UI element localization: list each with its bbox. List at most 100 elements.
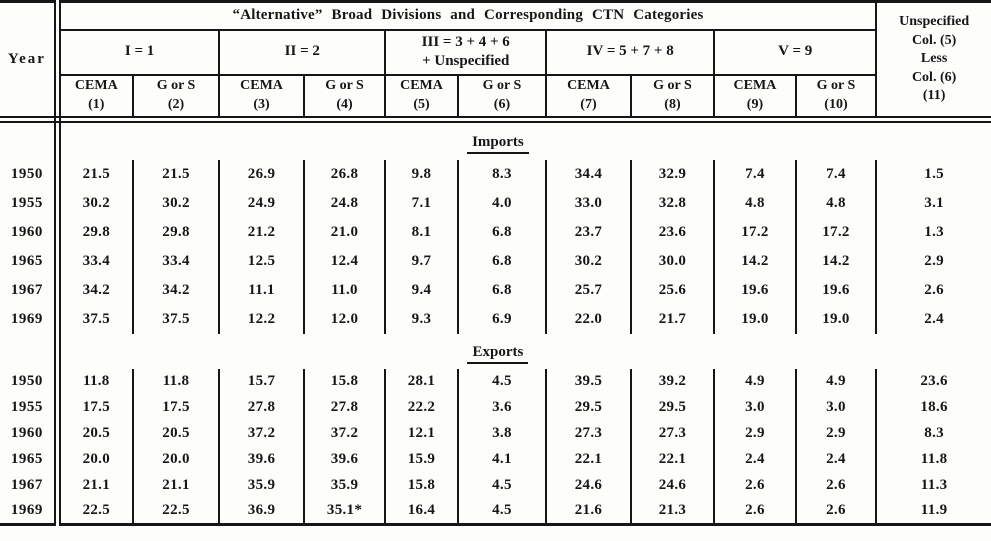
value-cell: 6.8 — [456, 275, 547, 305]
section-label-cell: Imports — [57, 120, 991, 160]
subheader-name: CEMA — [733, 77, 777, 93]
value-cell: 4.1 — [456, 446, 547, 473]
value-cell: 3.0 — [794, 394, 877, 421]
value-cell: 29.8 — [131, 217, 220, 247]
header-group-v: V = 9 — [713, 29, 877, 76]
value-cell: 20.0 — [56, 446, 133, 473]
value-cell: 26.9 — [218, 159, 304, 189]
value-cell: 24.9 — [218, 188, 304, 218]
value-cell: 12.5 — [218, 246, 304, 276]
value-cell: 19.0 — [794, 304, 877, 334]
subheader-number: (6) — [493, 96, 511, 112]
value-cell: 3.0 — [713, 394, 796, 421]
value-cell: 3.6 — [456, 394, 547, 421]
value-cell: 35.9 — [218, 472, 304, 499]
value-cell: 37.2 — [302, 420, 386, 447]
value-cell: 18.6 — [875, 394, 991, 421]
year-cell: 1960 — [0, 217, 61, 247]
value-cell: 35.9 — [302, 472, 386, 499]
value-cell: 22.1 — [545, 446, 631, 473]
subheader-number: (9) — [746, 96, 764, 112]
value-cell: 35.1* — [302, 498, 386, 525]
value-cell: 33.0 — [545, 188, 631, 218]
value-cell: 4.5 — [456, 472, 547, 499]
value-cell: 26.8 — [302, 159, 386, 189]
value-cell: 24.6 — [545, 472, 631, 499]
value-cell: 2.6 — [713, 472, 796, 499]
value-cell: 28.1 — [384, 368, 458, 395]
value-cell: 9.3 — [384, 304, 458, 334]
header-group-ii: II = 2 — [218, 29, 386, 76]
value-cell: 39.6 — [218, 446, 304, 473]
value-cell: 27.8 — [218, 394, 304, 421]
header-group-iii: III = 3 + 4 + 6 + Unspecified — [384, 29, 547, 76]
value-cell: 37.5 — [56, 304, 133, 334]
ctn-categories-table: Year “Alternative” Broad Divisions and C… — [0, 0, 991, 526]
value-cell: 4.9 — [794, 368, 877, 395]
subheader-number: (1) — [88, 96, 105, 112]
value-cell: 6.9 — [456, 304, 547, 334]
subheader-number: (7) — [580, 96, 597, 112]
value-cell: 22.1 — [629, 446, 715, 473]
header-sub-cema-5: CEMA (5) — [384, 74, 458, 123]
value-cell: 2.4 — [794, 446, 877, 473]
year-column-spacer — [0, 333, 61, 369]
value-cell: 32.9 — [629, 159, 715, 189]
table-row: 1965 33.4 33.4 12.5 12.4 9.7 6.8 30.2 30… — [0, 246, 991, 276]
year-cell: 1967 — [0, 275, 61, 305]
value-cell: 21.5 — [56, 159, 133, 189]
value-cell: 6.8 — [456, 217, 547, 247]
value-cell: 21.7 — [629, 304, 715, 334]
value-cell: 7.4 — [713, 159, 796, 189]
value-cell: 39.5 — [545, 368, 631, 395]
header-unspecified-line: Less — [920, 51, 948, 67]
value-cell: 32.8 — [629, 188, 715, 218]
table-row: 1955 30.2 30.2 24.9 24.8 7.1 4.0 33.0 32… — [0, 188, 991, 218]
value-cell: 30.2 — [56, 188, 133, 218]
header-unspecified: Unspecified Col. (5) Less Col. (6) (11) — [875, 1, 991, 123]
table-row: 1967 34.2 34.2 11.1 11.0 9.4 6.8 25.7 25… — [0, 275, 991, 305]
value-cell: 11.8 — [875, 446, 991, 473]
value-cell: 2.4 — [713, 446, 796, 473]
year-cell: 1955 — [0, 394, 61, 421]
value-cell: 24.8 — [302, 188, 386, 218]
header-unspecified-line: Unspecified — [899, 14, 970, 30]
subheader-number: (3) — [253, 96, 270, 112]
year-cell: 1967 — [0, 472, 61, 499]
header-group-iv: IV = 5 + 7 + 8 — [545, 29, 715, 76]
header-year: Year — [0, 1, 61, 123]
table-row: 1950 21.5 21.5 26.9 26.8 9.8 8.3 34.4 32… — [0, 159, 991, 189]
value-cell: 12.0 — [302, 304, 386, 334]
value-cell: 30.0 — [629, 246, 715, 276]
header-title: “Alternative” Broad Divisions and Corres… — [57, 1, 877, 31]
year-column-spacer — [0, 119, 61, 160]
value-cell: 8.1 — [384, 217, 458, 247]
value-cell: 2.6 — [794, 472, 877, 499]
table-row: 1950 11.8 11.8 15.7 15.8 28.1 4.5 39.5 3… — [0, 368, 991, 395]
value-cell: 7.4 — [794, 159, 877, 189]
value-cell: 20.5 — [131, 420, 220, 447]
subheader-number: (8) — [664, 96, 681, 112]
value-cell: 9.4 — [384, 275, 458, 305]
table-header: Year “Alternative” Broad Divisions and C… — [0, 1, 991, 123]
value-cell: 7.1 — [384, 188, 458, 218]
value-cell: 2.9 — [713, 420, 796, 447]
value-cell: 23.7 — [545, 217, 631, 247]
value-cell: 19.6 — [713, 275, 796, 305]
value-cell: 4.5 — [456, 368, 547, 395]
value-cell: 1.5 — [875, 159, 991, 189]
subheader-name: G or S — [156, 77, 196, 93]
group-label-line: IV = 5 + 7 + 8 — [586, 43, 674, 60]
subheader-number: (10) — [824, 96, 848, 112]
header-sub-cema-3: CEMA (3) — [218, 74, 304, 123]
header-sub-gors-2: G or S (2) — [131, 74, 220, 123]
value-cell: 11.3 — [875, 472, 991, 499]
header-sub-gors-4: G or S (4) — [302, 74, 386, 123]
header-row-subcolumns: CEMA (1) G or S (2) CEMA (3) G or S (4) … — [0, 74, 991, 123]
value-cell: 17.5 — [56, 394, 133, 421]
value-cell: 29.8 — [56, 217, 133, 247]
value-cell: 24.6 — [629, 472, 715, 499]
value-cell: 6.8 — [456, 246, 547, 276]
value-cell: 9.8 — [384, 159, 458, 189]
value-cell: 30.2 — [545, 246, 631, 276]
